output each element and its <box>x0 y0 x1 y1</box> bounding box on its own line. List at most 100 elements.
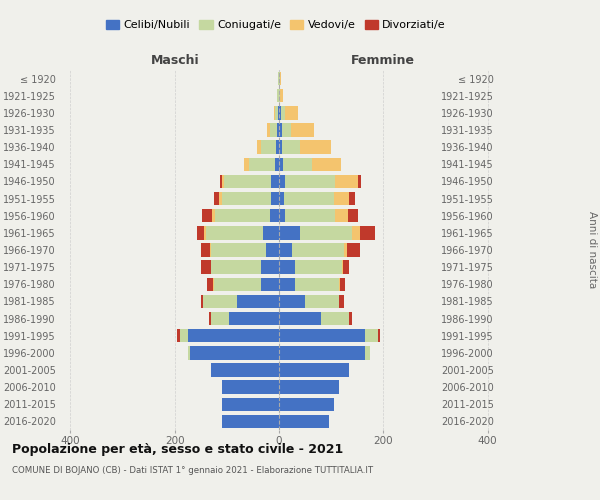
Bar <box>220 174 221 188</box>
Bar <box>295 260 341 274</box>
Text: Maschi: Maschi <box>151 54 199 66</box>
Bar <box>279 89 280 102</box>
Bar <box>339 278 340 291</box>
Bar <box>221 398 279 411</box>
Bar <box>279 260 295 274</box>
Bar <box>278 72 279 86</box>
Bar <box>285 106 298 120</box>
Text: Anni di nascita: Anni di nascita <box>587 212 597 288</box>
Bar <box>334 192 349 205</box>
Bar <box>279 106 281 120</box>
Bar <box>188 346 190 360</box>
Bar <box>279 312 321 326</box>
Bar <box>292 244 344 256</box>
Bar <box>207 278 214 291</box>
Bar <box>267 124 269 136</box>
Bar <box>279 158 283 171</box>
Bar <box>279 278 295 291</box>
Bar <box>279 244 292 256</box>
Text: COMUNE DI BOJANO (CB) - Dati ISTAT 1° gennaio 2021 - Elaborazione TUTTITALIA.IT: COMUNE DI BOJANO (CB) - Dati ISTAT 1° ge… <box>12 466 373 475</box>
Bar <box>277 140 279 154</box>
Bar <box>349 312 352 326</box>
Bar <box>341 260 343 274</box>
Bar <box>210 244 211 256</box>
Bar <box>281 124 291 136</box>
Bar <box>281 106 285 120</box>
Bar <box>221 174 224 188</box>
Bar <box>209 312 211 326</box>
Bar <box>249 158 275 171</box>
Bar <box>347 244 360 256</box>
Bar <box>244 158 249 171</box>
Bar <box>312 158 341 171</box>
Bar <box>300 140 331 154</box>
Bar <box>284 192 334 205</box>
Bar <box>277 124 279 136</box>
Bar <box>321 312 349 326</box>
Bar <box>280 89 283 102</box>
Bar <box>281 140 300 154</box>
Bar <box>211 312 229 326</box>
Bar <box>291 124 314 136</box>
Bar <box>295 278 339 291</box>
Bar <box>269 209 279 222</box>
Bar <box>202 260 211 274</box>
Bar <box>221 192 271 205</box>
Bar <box>283 158 312 171</box>
Bar <box>343 260 349 274</box>
Bar <box>224 174 271 188</box>
Bar <box>352 226 360 239</box>
Bar <box>335 209 348 222</box>
Bar <box>229 312 279 326</box>
Bar <box>278 106 279 120</box>
Bar <box>221 414 279 428</box>
Bar <box>348 209 358 222</box>
Bar <box>178 329 180 342</box>
Bar <box>279 174 285 188</box>
Bar <box>349 192 355 205</box>
Bar <box>279 192 284 205</box>
Bar <box>275 158 279 171</box>
Bar <box>214 192 219 205</box>
Bar <box>201 244 210 256</box>
Bar <box>266 244 279 256</box>
Bar <box>279 226 300 239</box>
Bar <box>257 140 261 154</box>
Bar <box>205 226 206 239</box>
Bar <box>215 209 269 222</box>
Bar <box>285 174 335 188</box>
Bar <box>190 346 279 360</box>
Bar <box>300 226 352 239</box>
Bar <box>344 244 347 256</box>
Bar <box>274 106 275 120</box>
Bar <box>201 294 203 308</box>
Bar <box>202 209 212 222</box>
Bar <box>358 174 361 188</box>
Bar <box>279 346 365 360</box>
Bar <box>279 124 281 136</box>
Bar <box>280 72 281 86</box>
Bar <box>180 329 188 342</box>
Bar <box>279 414 329 428</box>
Bar <box>340 294 344 308</box>
Bar <box>275 106 278 120</box>
Bar <box>279 140 281 154</box>
Bar <box>271 192 279 205</box>
Legend: Celibi/Nubili, Coniugati/e, Vedovi/e, Divorziati/e: Celibi/Nubili, Coniugati/e, Vedovi/e, Di… <box>101 16 451 35</box>
Bar <box>279 294 305 308</box>
Text: Femmine: Femmine <box>351 54 415 66</box>
Bar <box>219 192 221 205</box>
Bar <box>188 329 279 342</box>
Bar <box>197 226 205 239</box>
Bar <box>211 260 261 274</box>
Bar <box>279 329 365 342</box>
Bar <box>279 364 349 376</box>
Bar <box>214 278 261 291</box>
Bar <box>212 209 215 222</box>
Bar <box>206 226 263 239</box>
Bar <box>211 364 279 376</box>
Bar <box>360 226 376 239</box>
Bar <box>261 140 277 154</box>
Text: Popolazione per età, sesso e stato civile - 2021: Popolazione per età, sesso e stato civil… <box>12 442 343 456</box>
Bar <box>365 329 378 342</box>
